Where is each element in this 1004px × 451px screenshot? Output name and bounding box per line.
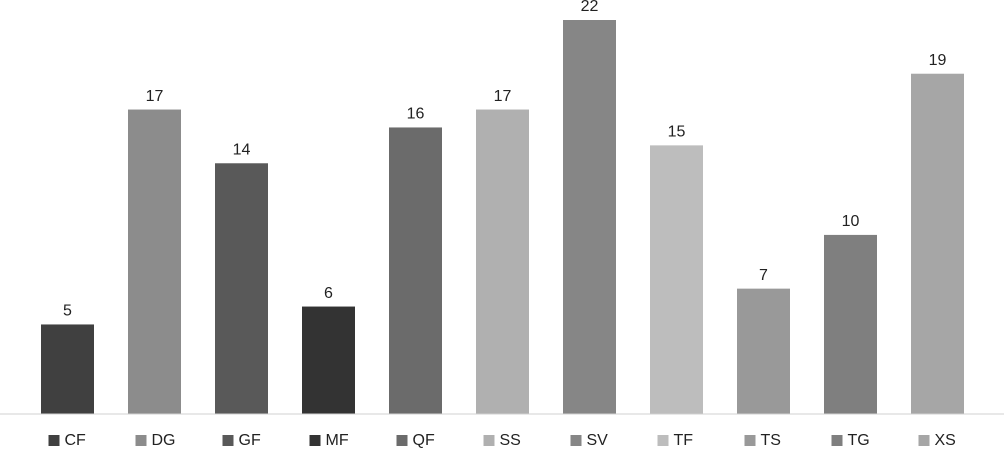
legend-swatch	[396, 435, 408, 446]
bar	[41, 324, 94, 414]
data-label: 14	[233, 141, 251, 158]
bar	[476, 109, 529, 414]
legend-label: TS	[761, 432, 781, 449]
legend-label: SV	[587, 432, 609, 449]
legend-label: DG	[152, 432, 176, 449]
legend-swatch	[744, 435, 756, 446]
legend-label: XS	[935, 432, 956, 449]
bar	[911, 73, 964, 415]
legend-swatch	[483, 435, 495, 446]
legend-label: TF	[674, 432, 694, 449]
data-label: 16	[407, 106, 425, 123]
legend-swatch	[48, 435, 60, 446]
legend-label: QF	[413, 432, 435, 449]
bar	[563, 20, 616, 414]
legend-swatch	[657, 435, 669, 446]
bar	[215, 163, 268, 414]
data-label: 10	[842, 213, 860, 230]
legend-label: GF	[239, 432, 261, 449]
legend-swatch	[918, 435, 930, 446]
bar	[128, 109, 181, 414]
legend-swatch	[309, 435, 321, 446]
data-label: 6	[324, 285, 333, 302]
bar	[824, 234, 877, 414]
data-label: 15	[668, 124, 686, 141]
legend-swatch	[570, 435, 582, 446]
bar	[389, 127, 442, 415]
data-label: 17	[146, 88, 164, 105]
data-label: 22	[581, 0, 599, 15]
bar	[737, 288, 790, 414]
legend-swatch	[222, 435, 234, 446]
legend-label: CF	[65, 432, 87, 449]
legend-label: TG	[848, 432, 870, 449]
data-label: 19	[929, 52, 947, 69]
bar	[650, 145, 703, 414]
legend-label: MF	[326, 432, 349, 449]
data-label: 7	[759, 267, 768, 284]
data-label: 17	[494, 88, 512, 105]
bar	[302, 306, 355, 414]
legend-swatch	[831, 435, 843, 446]
legend-label: SS	[500, 432, 521, 449]
data-label: 5	[63, 303, 72, 320]
legend-swatch	[135, 435, 147, 446]
